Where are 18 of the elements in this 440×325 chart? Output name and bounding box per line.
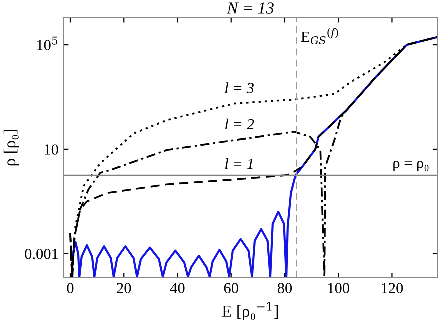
- x-tick-label: 0: [67, 283, 74, 294]
- ref-line-label: ρ = ρ₀: [394, 160, 429, 172]
- y-tick-label: 10: [45, 144, 58, 155]
- series-label: l = 1: [225, 158, 253, 170]
- x-tick-label: 60: [224, 283, 238, 294]
- x-axis-title: E [ρ₀$^{−1}$]: [222, 302, 278, 320]
- x-tick-label: 80: [278, 283, 292, 294]
- y-tick-label: 0.001: [25, 248, 58, 260]
- y-tick-label: 10$^{5}$: [38, 36, 58, 50]
- x-tick-label: 100: [328, 283, 350, 294]
- x-tick-label: 120: [382, 283, 404, 294]
- ref-line-label: E$_{GS}$$^{(f)}$: [301, 28, 338, 45]
- y-axis-title: ρ [ρ₀]: [4, 130, 20, 166]
- x-tick-label: 20: [117, 283, 132, 294]
- series-label: l = 2: [225, 118, 254, 130]
- chart-title: N = 13: [226, 2, 274, 14]
- series-label: l = 3: [225, 82, 254, 94]
- x-tick-label: 40: [170, 283, 185, 294]
